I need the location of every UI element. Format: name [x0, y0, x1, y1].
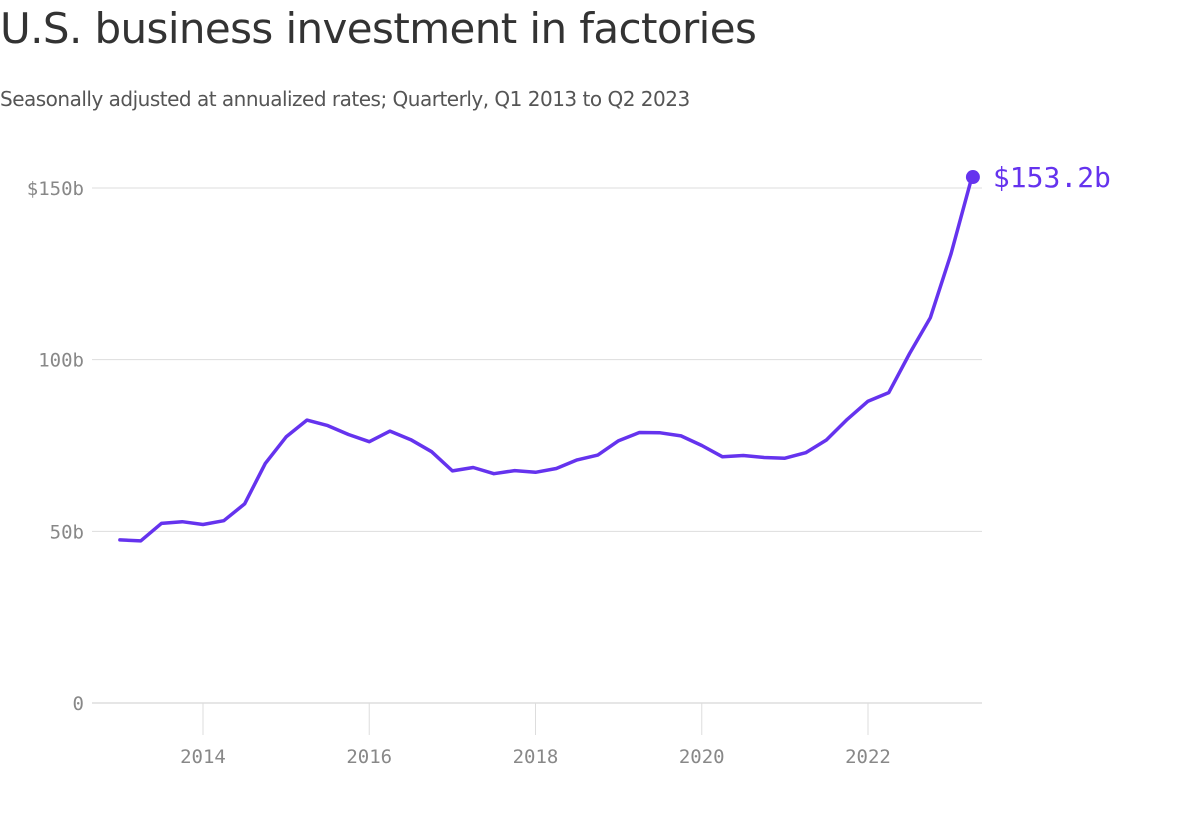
gridlines — [92, 187, 982, 704]
y-tick-label: 50b — [50, 521, 84, 543]
series-line — [118, 175, 974, 543]
y-tick-label: $150b — [27, 178, 84, 200]
y-axis-ticks: 0 50b 100b $150b — [27, 178, 84, 715]
x-axis-ticks: 2014 2016 2018 2020 2022 — [180, 703, 891, 768]
x-tick-label: 2014 — [180, 746, 226, 768]
x-tick-label: 2022 — [845, 746, 891, 768]
x-tick-label: 2016 — [346, 746, 392, 768]
chart-title: U.S. business investment in factories — [0, 4, 757, 53]
end-point-marker — [965, 170, 980, 185]
x-tick-label: 2018 — [513, 746, 559, 768]
chart-subtitle: Seasonally adjusted at annualized rates;… — [0, 87, 690, 111]
end-value-label: $153.2b — [993, 161, 1111, 194]
x-tick-label: 2020 — [679, 746, 725, 768]
y-tick-label: 100b — [38, 350, 84, 372]
series-layer: $153.2b — [118, 161, 1111, 543]
y-tick-label: 0 — [73, 693, 84, 715]
